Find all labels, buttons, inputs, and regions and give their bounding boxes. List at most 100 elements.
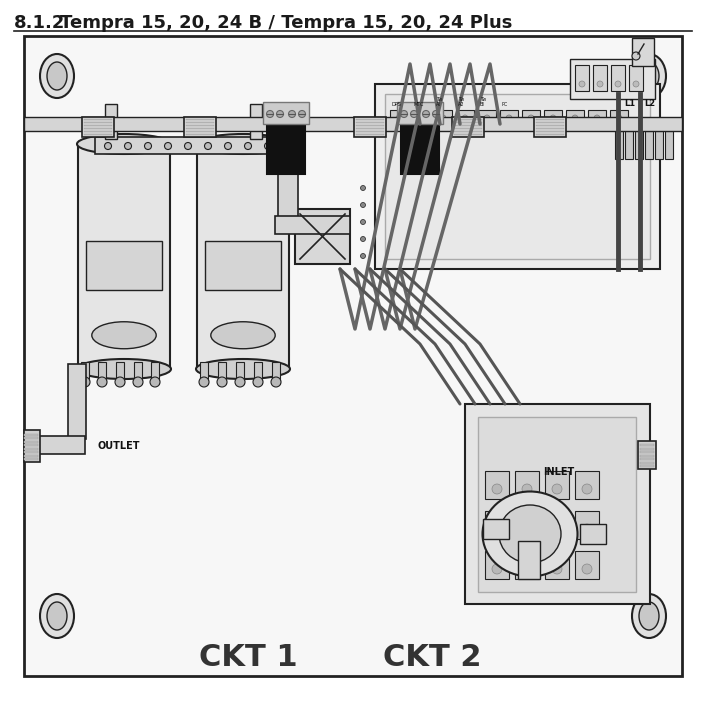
- Ellipse shape: [196, 359, 290, 379]
- Text: Tw
BI: Tw BI: [480, 98, 486, 107]
- Bar: [465, 404, 650, 604]
- Circle shape: [484, 115, 490, 121]
- Bar: [518, 541, 540, 579]
- Bar: [655, 131, 663, 159]
- Text: 8.1.2: 8.1.2: [14, 14, 66, 32]
- Bar: [356, 125, 384, 126]
- Bar: [515, 511, 539, 539]
- Circle shape: [164, 143, 172, 149]
- Bar: [254, 362, 262, 384]
- Bar: [536, 130, 564, 132]
- Bar: [24, 445, 38, 446]
- Ellipse shape: [40, 54, 74, 98]
- Bar: [186, 119, 214, 120]
- Text: Tw
AI: Tw AI: [436, 98, 442, 107]
- Circle shape: [492, 564, 502, 574]
- Circle shape: [277, 111, 284, 117]
- Bar: [82, 117, 114, 137]
- Bar: [95, 137, 280, 154]
- Circle shape: [522, 524, 532, 534]
- Bar: [30, 436, 85, 454]
- Bar: [24, 447, 38, 450]
- Bar: [24, 441, 38, 442]
- Text: OUTLET: OUTLET: [97, 441, 140, 451]
- Bar: [278, 139, 298, 224]
- Bar: [275, 216, 350, 234]
- Bar: [86, 241, 162, 290]
- Bar: [640, 447, 654, 450]
- Bar: [483, 519, 509, 539]
- Bar: [570, 59, 655, 99]
- Circle shape: [115, 377, 125, 387]
- Circle shape: [184, 143, 191, 149]
- Bar: [197, 144, 289, 369]
- Bar: [24, 458, 38, 460]
- Bar: [24, 451, 38, 453]
- Bar: [24, 455, 38, 457]
- Bar: [485, 511, 509, 539]
- Bar: [200, 362, 208, 384]
- Bar: [186, 125, 214, 126]
- Bar: [629, 65, 643, 91]
- Bar: [485, 551, 509, 579]
- Bar: [478, 110, 496, 126]
- Ellipse shape: [482, 492, 578, 576]
- Bar: [24, 117, 682, 131]
- Bar: [84, 119, 112, 120]
- Bar: [397, 102, 443, 124]
- Circle shape: [522, 484, 532, 494]
- Circle shape: [299, 111, 306, 117]
- Bar: [454, 119, 482, 120]
- Circle shape: [582, 524, 592, 534]
- Bar: [545, 511, 569, 539]
- Bar: [611, 65, 625, 91]
- Bar: [534, 117, 566, 137]
- Ellipse shape: [632, 594, 666, 638]
- Ellipse shape: [211, 321, 275, 349]
- Bar: [500, 110, 518, 126]
- Bar: [536, 125, 564, 126]
- Bar: [186, 133, 214, 135]
- Bar: [356, 119, 384, 120]
- Ellipse shape: [47, 602, 67, 630]
- Bar: [375, 84, 660, 269]
- Circle shape: [410, 111, 417, 117]
- Bar: [98, 362, 106, 384]
- Bar: [593, 65, 607, 91]
- Bar: [456, 110, 474, 126]
- Bar: [186, 130, 214, 132]
- Text: L1: L1: [624, 99, 635, 108]
- Circle shape: [361, 237, 366, 242]
- Bar: [625, 131, 633, 159]
- Bar: [454, 130, 482, 132]
- Bar: [454, 125, 482, 126]
- Bar: [78, 144, 170, 369]
- Circle shape: [616, 115, 622, 121]
- Text: Tw
A2: Tw A2: [458, 98, 465, 107]
- Circle shape: [528, 115, 534, 121]
- Bar: [84, 133, 112, 135]
- Circle shape: [582, 564, 592, 574]
- Bar: [263, 102, 309, 124]
- Circle shape: [361, 253, 366, 258]
- Bar: [186, 127, 214, 129]
- Circle shape: [552, 564, 562, 574]
- Circle shape: [205, 143, 212, 149]
- Circle shape: [492, 484, 502, 494]
- Ellipse shape: [196, 134, 290, 154]
- Bar: [580, 524, 606, 544]
- Bar: [68, 364, 86, 439]
- Circle shape: [632, 52, 640, 60]
- Circle shape: [235, 377, 245, 387]
- Bar: [84, 127, 112, 129]
- Bar: [356, 133, 384, 135]
- Circle shape: [582, 484, 592, 494]
- Bar: [24, 434, 38, 436]
- Ellipse shape: [639, 602, 659, 630]
- Bar: [250, 104, 262, 139]
- Ellipse shape: [40, 594, 74, 638]
- Bar: [84, 125, 112, 126]
- Bar: [545, 551, 569, 579]
- Bar: [536, 119, 564, 120]
- Text: CKT 1: CKT 1: [198, 643, 297, 672]
